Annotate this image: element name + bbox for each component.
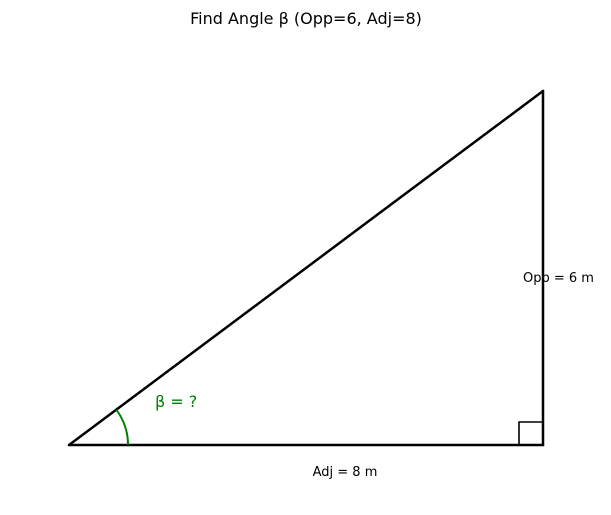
figure-title: Find Angle β (Opp=6, Adj=8) bbox=[190, 9, 422, 28]
hypotenuse-side bbox=[67, 89, 545, 447]
opposite-side-label: Opp = 6 m bbox=[523, 271, 594, 286]
adjacent-side-label: Adj = 8 m bbox=[313, 465, 378, 480]
angle-beta-label: β = ? bbox=[155, 392, 197, 411]
right-angle-marker bbox=[518, 421, 543, 445]
angle-beta-arc bbox=[115, 409, 130, 446]
